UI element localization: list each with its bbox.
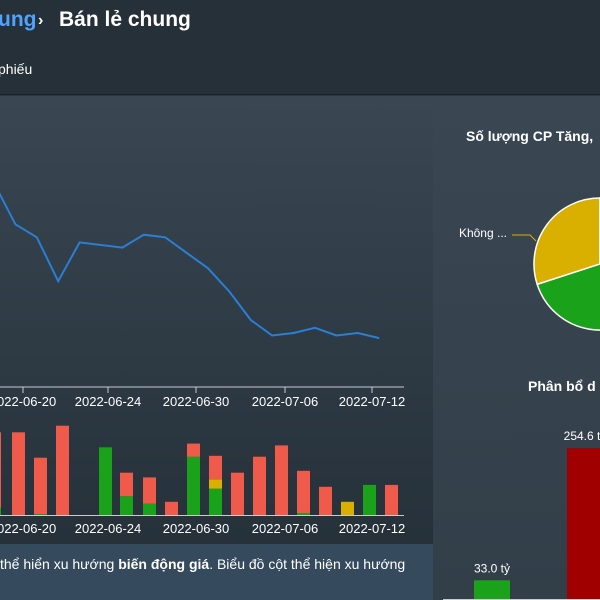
value-chart-title: Phân bổ d	[528, 378, 596, 394]
volume-bar-down	[253, 456, 266, 515]
line-x-tick-label: 2022-07-06	[252, 394, 319, 409]
volume-bar-up	[99, 447, 112, 515]
pie-label-leader	[512, 234, 537, 242]
volume-bar-down	[0, 432, 1, 508]
volume-bar-down	[165, 501, 178, 515]
bar-x-tick-label: 2022-06-24	[75, 521, 142, 536]
bar-x-tick-label: 2022-07-12	[339, 521, 406, 536]
tab-stocks[interactable]: phiếu	[0, 61, 33, 77]
breadcrumb-chevron-icon: ›	[38, 12, 44, 29]
line-x-tick-label: 2022-06-24	[75, 394, 142, 409]
volume-bar-down	[143, 477, 156, 504]
value-bar	[567, 448, 600, 600]
right-charts-svg: Số lượng CP Tăng, Không ... Phân bổ d 33.0 …	[443, 128, 600, 600]
header-bar: ung › Bán lẻ chung phiếu	[0, 0, 600, 95]
chart-description: thể hiển xu hướng biến động giá. Biểu đồ…	[0, 544, 433, 600]
volume-bar-down	[12, 432, 25, 515]
page-title: Bán lẻ chung	[59, 8, 191, 31]
volume-bar-up	[363, 484, 376, 515]
breadcrumb-parent-link[interactable]: ung	[0, 8, 37, 31]
volume-bar-down	[231, 472, 244, 515]
bar-x-tick-label: 2022-06-20	[0, 521, 56, 536]
line-x-tick-label: 2022-06-20	[0, 394, 56, 409]
pie-slice-label: Không ...	[459, 226, 507, 240]
description-highlight: biến động giá	[118, 556, 210, 572]
volume-bar-up	[187, 456, 200, 515]
volume-bar-unchanged	[209, 479, 222, 489]
left-chart-panel: 2022-06-20 2022-06-24 2022-06-30 2022-07-06…	[0, 96, 433, 544]
volume-bar-up	[34, 514, 47, 515]
pie-slice-unchanged	[533, 197, 600, 286]
line-x-tick-label: 2022-06-30	[163, 394, 230, 409]
value-bar	[474, 580, 510, 600]
pie-title: Số lượng CP Tăng,	[466, 128, 593, 144]
line-x-tick-label: 2022-07-12	[339, 394, 406, 409]
volume-bar-up	[120, 496, 133, 515]
value-bar-label: 33.0 tỷ	[474, 561, 510, 575]
volume-bar-up	[209, 488, 222, 515]
volume-bar-down	[209, 455, 222, 480]
bar-x-tick-label: 2022-07-06	[252, 521, 319, 536]
volume-bar-down	[385, 484, 398, 515]
value-bar-label: 254.6 tỷ	[564, 429, 600, 443]
pie-slice-up	[536, 263, 600, 331]
left-charts-svg: 2022-06-20 2022-06-24 2022-06-30 2022-07-06…	[0, 192, 406, 536]
description-text: thể hiển xu hướng	[0, 556, 119, 572]
volume-bar-down	[275, 445, 288, 515]
volume-bar-up	[143, 503, 156, 515]
description-text-continued: . Biểu đồ cột thể hiện xu hướng	[209, 556, 406, 572]
volume-bar-down	[297, 470, 310, 514]
volume-bar-down	[187, 443, 200, 457]
price-line	[0, 192, 380, 340]
volume-bar-unchanged	[341, 501, 354, 515]
volume-bar-down	[34, 457, 47, 515]
volume-bar-down	[56, 425, 69, 515]
volume-bar-up	[297, 513, 310, 515]
volume-bar-down	[319, 486, 332, 515]
bar-x-tick-label: 2022-06-30	[163, 521, 230, 536]
volume-bar-down	[120, 472, 133, 497]
right-chart-panel: Số lượng CP Tăng, Không ... Phân bổ d 33.0 …	[433, 96, 600, 600]
volume-bar-up	[0, 507, 1, 515]
